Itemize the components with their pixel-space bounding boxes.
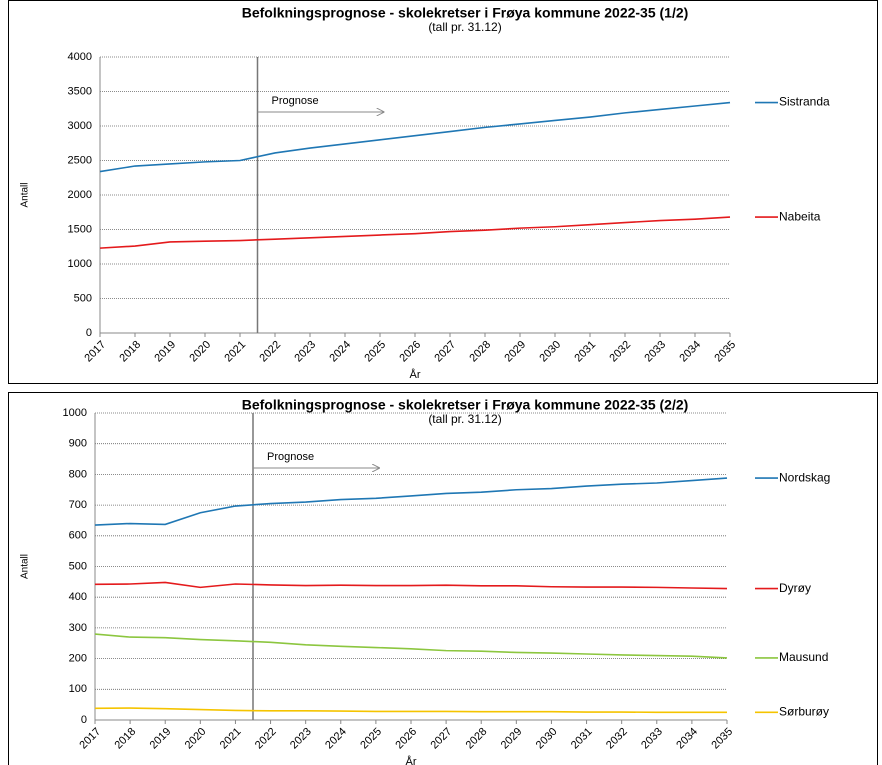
x-tick-label: 2017 [77,726,103,752]
legend-label: Dyrøy [779,581,811,595]
chart-title: Befolkningsprognose - skolekretser i Frø… [242,5,689,21]
x-tick-label: 2031 [569,726,595,752]
x-tick-label: 2028 [467,339,493,365]
x-tick-label: 2029 [499,726,525,752]
y-tick-label: 1000 [68,258,92,270]
frame [8,392,878,765]
x-tick-label: 2024 [323,726,349,752]
x-tick-label: 2019 [148,726,174,752]
y-tick-label: 400 [69,591,87,603]
x-tick-label: 2033 [639,726,665,752]
y-tick-label: 0 [81,714,87,726]
y-tick-label: 4000 [68,51,92,63]
x-tick-label: 2034 [677,339,703,365]
y-tick-label: 3000 [68,120,92,132]
annotation: Prognose [267,451,314,463]
annotation: Prognose [272,95,319,107]
x-tick-label: 2018 [117,339,143,365]
y-tick-label: 200 [69,653,87,665]
y-tick-label: 600 [69,530,87,542]
y-tick-label: 0 [86,327,92,339]
x-tick-label: 2030 [534,726,560,752]
y-tick-label: 2000 [68,189,92,201]
x-tick-label: 2025 [358,726,384,752]
x-tick-label: 2023 [288,726,314,752]
x-tick-label: 2034 [674,726,700,752]
x-tick-label: 2030 [537,339,563,365]
x-tick-label: 2026 [393,726,419,752]
x-tick-label: 2035 [709,726,735,752]
x-tick-label: 2021 [222,339,248,365]
x-tick-label: 2025 [362,339,388,365]
series-line [99,101,731,173]
y-tick-label: 2500 [68,154,92,166]
series-line [94,477,728,526]
chart-subtitle: (tall pr. 31.12) [428,20,501,34]
x-tick-label: 2023 [292,339,318,365]
x-tick-label: 2018 [112,726,138,752]
y-tick-label: 1000 [63,407,87,419]
x-tick-label: 2033 [642,339,668,365]
y-tick-label: 900 [69,438,87,450]
x-tick-label: 2024 [327,339,353,365]
x-tick-label: 2021 [218,726,244,752]
x-tick-label: 2026 [397,339,423,365]
x-tick-label: 2022 [253,726,279,752]
x-tick-label: 2031 [572,339,598,365]
x-tick-label: 2017 [82,339,108,365]
x-tick-label: 2032 [604,726,630,752]
x-tick-label: 2029 [502,339,528,365]
x-axis-label: År [410,368,421,381]
y-tick-label: 500 [69,560,87,572]
y-tick-label: 1500 [68,223,92,235]
x-tick-label: 2027 [428,726,454,752]
series-line [94,581,728,590]
legend-label: Mausund [779,650,828,664]
y-tick-label: 700 [69,499,87,511]
y-axis-label: Antall [20,182,31,207]
x-tick-label: 2027 [432,339,458,365]
x-tick-label: 2028 [464,726,490,752]
y-tick-label: 100 [69,683,87,695]
legend-label: Nabeita [779,209,821,223]
frame [8,0,878,384]
legend-label: Sistranda [779,95,830,109]
x-tick-label: 2020 [183,726,209,752]
chart-title: Befolkningsprognose - skolekretser i Frø… [242,397,689,413]
x-tick-label: 2032 [607,339,633,365]
x-tick-label: 2019 [152,339,178,365]
x-tick-label: 2035 [712,339,738,365]
x-tick-label: 2022 [257,339,283,365]
y-tick-label: 800 [69,468,87,480]
series-line [94,707,727,714]
y-tick-label: 3500 [68,85,92,97]
series-line [99,216,731,249]
y-tick-label: 500 [74,292,92,304]
x-tick-label: 2020 [187,339,213,365]
y-axis-label: Antall [20,554,31,579]
y-tick-label: 300 [69,622,87,634]
series-line [94,633,728,659]
legend-label: Sørburøy [779,704,829,718]
chart-subtitle: (tall pr. 31.12) [428,412,501,426]
x-axis-label: År [406,755,417,765]
legend-label: Nordskag [779,470,830,484]
